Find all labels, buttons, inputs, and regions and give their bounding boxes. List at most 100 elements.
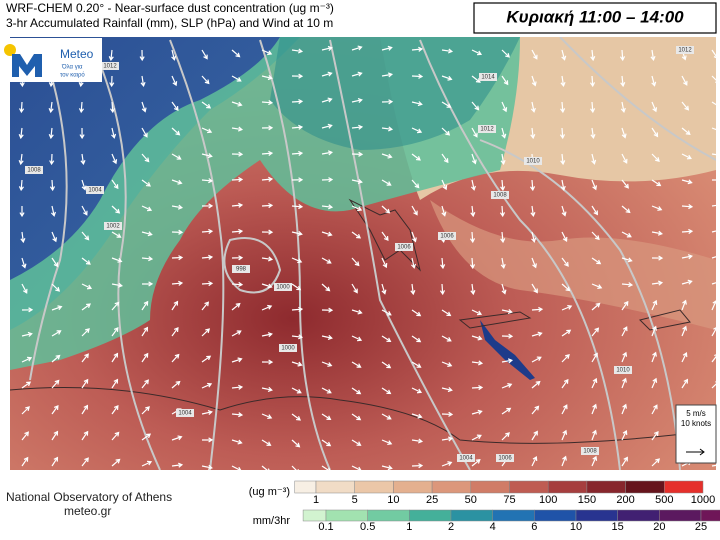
wind-arrow <box>51 330 62 337</box>
wind-arrow <box>681 299 687 311</box>
wind-arrow <box>590 127 596 140</box>
wind-arrow <box>111 378 119 389</box>
colorbar-segment <box>700 509 720 522</box>
wind-arrow <box>411 127 423 134</box>
wind-arrow <box>530 101 536 113</box>
wind-arrow <box>441 411 454 417</box>
wind-arrow <box>711 230 716 233</box>
wind-arrow <box>441 309 452 317</box>
wind-arrow <box>201 178 214 184</box>
colorbar-segment <box>664 480 704 494</box>
isobar-label-box <box>279 344 297 352</box>
wind-arrow <box>51 430 59 441</box>
wind-arrow <box>291 48 304 54</box>
colorbar-tick-label: 4 <box>490 521 496 533</box>
wind-arrow <box>440 257 446 270</box>
wind-arrow <box>470 179 476 191</box>
wind-arrow <box>321 361 333 367</box>
colorbar-segment <box>302 509 327 522</box>
wind-arrow <box>291 203 304 210</box>
isobar-label-box <box>395 243 413 251</box>
wind-arrow <box>560 179 566 191</box>
colorbar-tick-label: 0.1 <box>318 521 333 533</box>
wind-arrow <box>621 153 628 164</box>
wind-arrow <box>51 283 61 292</box>
wind-arrow <box>651 179 662 187</box>
wind-arrow <box>501 283 507 295</box>
wind-arrow <box>531 231 537 243</box>
wind-arrow <box>530 205 536 218</box>
wind-arrow <box>531 306 544 313</box>
colorbar-segment <box>547 480 588 494</box>
wind-arrow <box>651 404 658 415</box>
wind-arrow <box>21 257 27 269</box>
wind-arrow <box>381 413 392 420</box>
wind-arrow <box>621 300 629 311</box>
wind-arrow <box>19 205 25 218</box>
dust-colorbar: 1 5 10 25 50 75 100 150 200 500 1000 <box>294 480 715 506</box>
isobar-label-box <box>496 454 514 462</box>
wind-arrow <box>411 205 418 216</box>
isobar-label: 1010 <box>526 159 540 165</box>
wind-arrow <box>711 179 716 181</box>
wind-arrow <box>501 308 513 314</box>
wind-arrow <box>410 283 416 296</box>
colorbar-tick-label: 150 <box>578 494 596 506</box>
wind-arrow <box>81 205 88 216</box>
wind-arrow <box>411 179 420 189</box>
wind-arrow <box>141 127 148 138</box>
wind-arrow <box>171 280 184 286</box>
isobar-label-box <box>232 265 250 273</box>
wind-arrow <box>291 439 301 448</box>
wind-key-knots: 10 knots <box>681 419 711 428</box>
colorbar-tick-label: 500 <box>655 494 673 506</box>
wind-arrow <box>351 335 363 342</box>
coastline-greece <box>348 198 691 331</box>
wind-arrow <box>411 153 421 161</box>
wind-arrow <box>501 49 511 58</box>
wind-arrow <box>321 123 333 129</box>
wind-arrow <box>651 377 658 389</box>
isobar-label-box <box>274 283 292 291</box>
wind-arrow <box>651 127 659 138</box>
wind-arrow <box>471 335 483 341</box>
wind-arrow <box>411 438 424 444</box>
wind-arrow <box>171 179 183 185</box>
wind-arrow <box>681 351 688 363</box>
wind-arrow <box>261 100 274 106</box>
wind-arrow <box>711 75 716 83</box>
wind-arrow <box>650 49 656 62</box>
wind-arrow <box>471 434 482 441</box>
wind-arrow <box>681 179 693 185</box>
wind-arrow <box>381 361 392 369</box>
wind-arrow <box>651 75 657 87</box>
wind-arrow <box>381 126 394 132</box>
wind-arrow <box>501 432 510 441</box>
wind-arrow <box>591 257 602 265</box>
wind-arrow <box>291 99 304 105</box>
wind-arrow <box>261 413 273 420</box>
wind-arrow <box>711 127 716 131</box>
isobar-label: 1008 <box>493 193 507 199</box>
wind-arrow <box>441 127 451 136</box>
isobar-label: 1008 <box>583 449 597 455</box>
dust-unit: (ug m⁻³) <box>249 486 290 498</box>
wind-arrow <box>201 203 214 209</box>
wind-arrow <box>261 75 273 81</box>
wind-arrow <box>111 352 119 363</box>
coastline <box>10 387 716 444</box>
wind-arrow <box>321 439 332 447</box>
wind-arrow <box>501 101 508 113</box>
wind-arrow <box>591 403 597 415</box>
wind-arrow <box>231 101 243 107</box>
isobar-label: 998 <box>236 267 247 273</box>
wind-arrow <box>261 49 273 56</box>
wind-arrow <box>681 254 693 260</box>
wind-arrow <box>231 75 242 82</box>
colorbar-segment <box>586 480 626 494</box>
wind-arrow <box>51 379 60 389</box>
wind-arrow <box>109 75 115 88</box>
wind-arrow <box>321 283 331 292</box>
wind-arrow <box>18 127 24 140</box>
wind-arrow <box>81 353 89 363</box>
